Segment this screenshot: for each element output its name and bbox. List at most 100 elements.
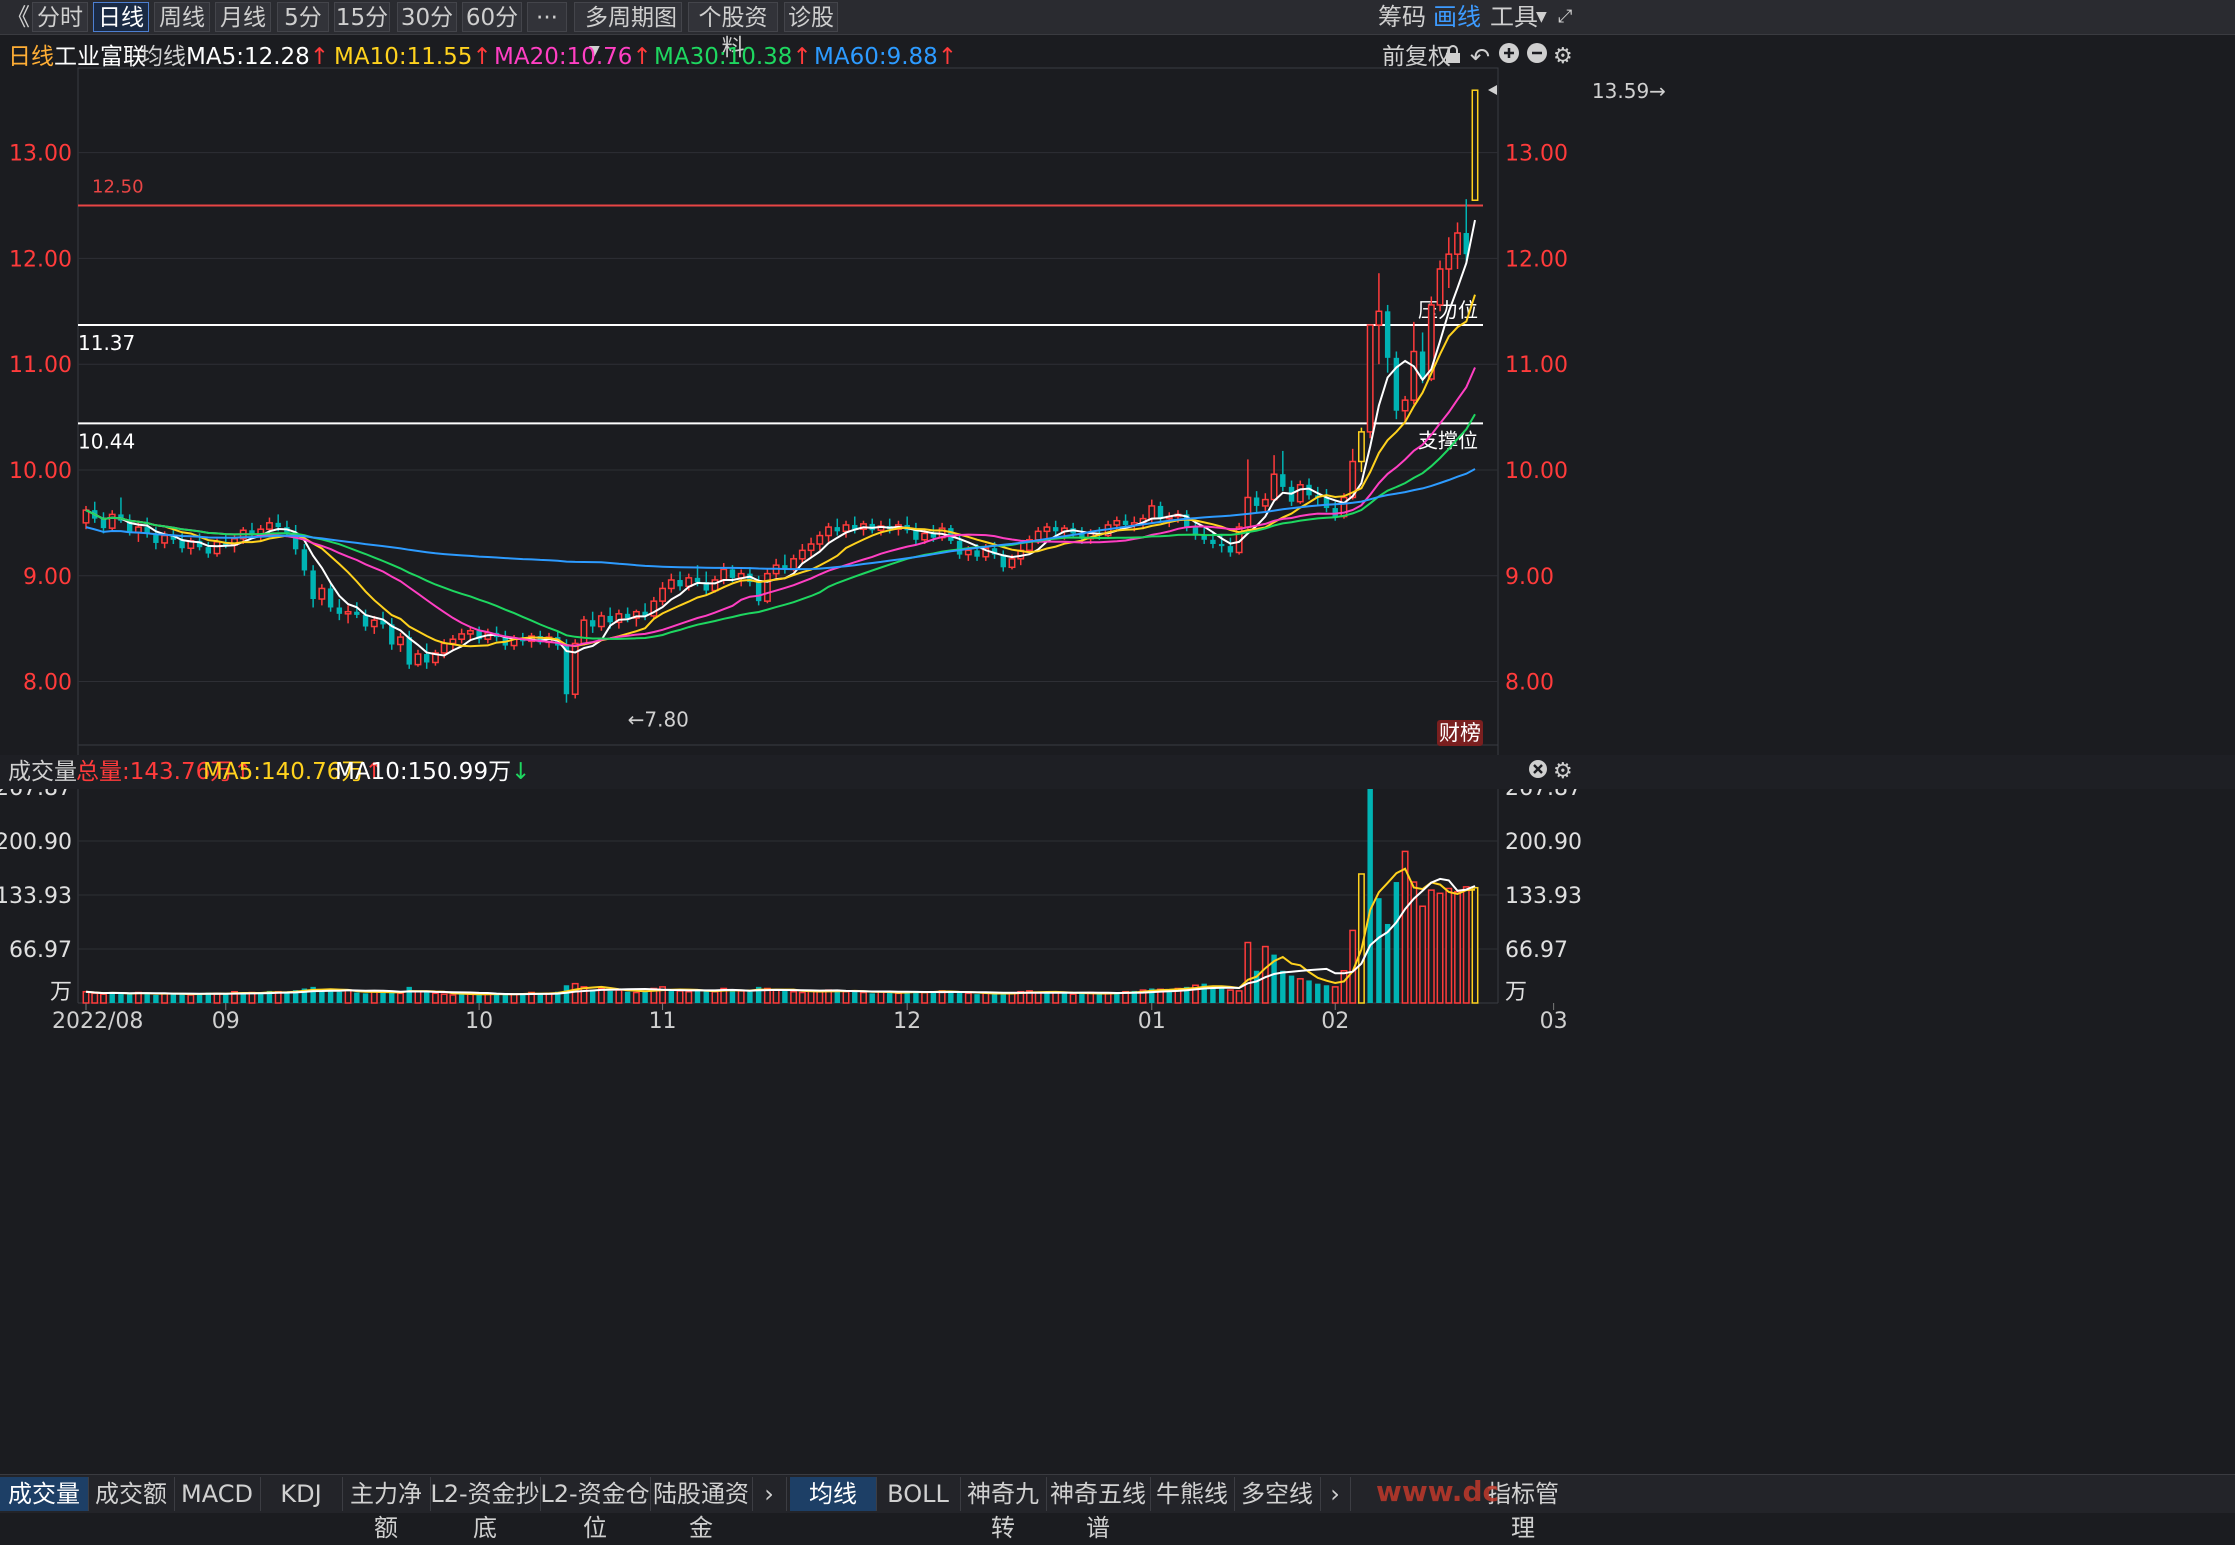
candle	[667, 573, 675, 593]
volume-bar	[406, 986, 412, 1003]
arrow-up-icon: ↑	[632, 44, 652, 70]
volume-bar	[1079, 993, 1085, 1003]
volume-bar	[668, 990, 675, 1003]
tab-boll[interactable]: BOLL	[876, 1477, 961, 1511]
tab-profile[interactable]: 个股资料	[688, 2, 778, 61]
tab-weekly[interactable]: 周线	[154, 2, 210, 32]
tab-turnover[interactable]: 成交额	[88, 1477, 175, 1511]
candle-body	[632, 610, 640, 619]
chips-button[interactable]: 筹码	[1378, 3, 1426, 31]
tab-monthly[interactable]: 月线	[215, 2, 271, 32]
lock-icon[interactable]	[1444, 40, 1462, 74]
volume-bar	[205, 992, 212, 1003]
candle-body	[292, 532, 299, 550]
draw-line-button[interactable]: 画线	[1433, 3, 1481, 31]
candle-body	[344, 610, 352, 615]
tab-30min[interactable]: 30分	[397, 2, 457, 32]
multi-period-dropdown[interactable]: 多周期图 ▼	[574, 2, 682, 59]
collapse-icon[interactable]: 《	[6, 3, 30, 31]
tab-long-short[interactable]: 多空线	[1234, 1477, 1321, 1511]
candle-body	[1384, 311, 1391, 358]
volume-bar	[82, 990, 90, 1004]
candle	[301, 544, 308, 576]
volume-bar	[930, 991, 937, 1003]
candle-body	[720, 568, 728, 581]
tools-button[interactable]: 工具	[1490, 3, 1538, 31]
tab-15min[interactable]: 15分	[334, 2, 390, 32]
candle-body	[1436, 268, 1444, 306]
candle-body	[964, 549, 972, 556]
candle-body	[1261, 498, 1269, 507]
more-periods-button[interactable]: ···	[527, 2, 567, 32]
tab-five-lines[interactable]: 神奇五线谱	[1046, 1477, 1151, 1542]
volume-bar	[860, 991, 867, 1004]
tab-l2-position[interactable]: L2-资金仓位	[540, 1477, 651, 1542]
candle-body	[1157, 505, 1164, 519]
candle	[677, 571, 683, 591]
tab-l2-bottom[interactable]: L2-资金抄底	[430, 1477, 541, 1542]
candle-body	[982, 547, 990, 558]
tab-macd[interactable]: MACD	[174, 1477, 261, 1511]
adjust-dropdown[interactable]: 前复权	[1382, 44, 1451, 70]
volume-bar	[1315, 983, 1321, 1003]
tab-diagnose[interactable]: 诊股	[784, 2, 838, 32]
candle-body	[703, 582, 709, 591]
candle-body	[318, 587, 326, 600]
tab-kdj[interactable]: KDJ	[260, 1477, 343, 1511]
candle-body	[852, 524, 858, 530]
settings-gear-icon[interactable]: ⚙	[1553, 759, 1573, 784]
zoom-out-icon[interactable]	[1526, 40, 1548, 74]
tab-ma[interactable]: 均线	[790, 1477, 877, 1511]
tab-bull-bear[interactable]: 牛熊线	[1150, 1477, 1235, 1511]
tab-5min[interactable]: 5分	[277, 2, 329, 32]
zoom-in-icon[interactable]	[1498, 40, 1520, 74]
tab-main-net[interactable]: 主力净额	[342, 1477, 431, 1542]
candle	[431, 649, 439, 666]
candle-body	[597, 615, 605, 628]
volume-total: 总量:143.76万↑	[76, 755, 253, 789]
candle-body	[1445, 253, 1453, 270]
volume-bar	[1034, 991, 1042, 1004]
candle-body	[711, 579, 719, 592]
tab-hk-connect[interactable]: 陆股通资金	[650, 1477, 753, 1542]
candle	[1043, 522, 1051, 540]
chevron-right-icon[interactable]: ›	[752, 1477, 787, 1511]
volume-bar	[747, 991, 753, 1003]
volume-bar	[1393, 882, 1400, 1003]
date-axis: 2022/08 09 10 11 12 01 02 03	[52, 1003, 1568, 1034]
candle	[642, 603, 648, 621]
settings-gear-icon[interactable]: ⚙	[1553, 44, 1573, 69]
tab-volume[interactable]: 成交量	[0, 1477, 89, 1511]
volume-bar	[397, 992, 404, 1004]
candle-body	[991, 548, 998, 555]
candle-body	[179, 539, 185, 549]
price-tick-label: 12.00	[1505, 247, 1568, 272]
volume-bar	[720, 987, 728, 1004]
ma-label[interactable]: 均线	[140, 44, 186, 70]
candle-body	[1306, 484, 1312, 496]
chevron-right-icon[interactable]: ›	[1320, 1477, 1351, 1511]
candlestick-chart[interactable]: 8.00 9.00 10.00 11.00 12.00 13.00 8.00 9.00 10.…	[0, 0, 2235, 1474]
candle-body	[144, 527, 150, 534]
volume-ma-line	[85, 877, 1476, 996]
close-icon[interactable]	[1528, 755, 1548, 789]
candle	[1471, 89, 1479, 201]
ma-legend-item: MA60:9.88↑	[814, 40, 957, 74]
candle	[798, 544, 806, 564]
ma-info-bar: 日线 工业富联 均线 MA5:12.28↑ MA10:11.55↑ MA20:10.…	[0, 40, 2235, 74]
candle-body	[956, 540, 963, 555]
fullscreen-icon[interactable]: ⤢	[1558, 6, 1573, 27]
caibang-badge[interactable]: 财榜	[1437, 720, 1483, 746]
undo-icon[interactable]: ↶	[1470, 43, 1491, 71]
price-annotations: ←7.80 13.59→	[628, 79, 1666, 731]
tab-60min[interactable]: 60分	[462, 2, 522, 32]
candle	[597, 611, 605, 631]
volume-bar	[607, 990, 613, 1003]
tab-td9[interactable]: 神奇九转	[960, 1477, 1047, 1542]
volume-bar	[301, 988, 308, 1003]
tab-daily[interactable]: 日线	[93, 2, 149, 32]
chevron-down-icon[interactable]: ▼	[1536, 9, 1547, 25]
tab-fenshi[interactable]: 分时	[32, 2, 88, 32]
volume-bar	[1323, 985, 1330, 1003]
